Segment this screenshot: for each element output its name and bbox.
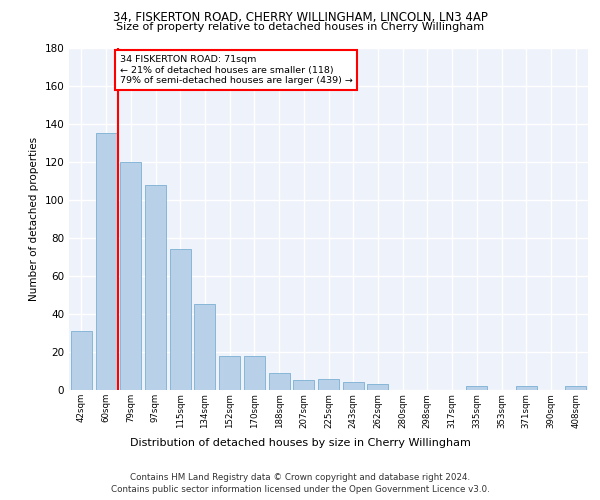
Bar [293,380,314,390]
Bar [71,331,92,390]
Bar [120,162,141,390]
Bar [565,386,586,390]
Bar [466,386,487,390]
Text: 34, FISKERTON ROAD, CHERRY WILLINGHAM, LINCOLN, LN3 4AP: 34, FISKERTON ROAD, CHERRY WILLINGHAM, L… [113,11,487,24]
Bar [343,382,364,390]
Text: Size of property relative to detached houses in Cherry Willingham: Size of property relative to detached ho… [116,22,484,32]
Bar [145,184,166,390]
Bar [269,373,290,390]
Bar [318,378,339,390]
Bar [194,304,215,390]
Y-axis label: Number of detached properties: Number of detached properties [29,136,39,301]
Bar [367,384,388,390]
Bar [170,249,191,390]
Text: Contains HM Land Registry data © Crown copyright and database right 2024.: Contains HM Land Registry data © Crown c… [130,472,470,482]
Bar [516,386,537,390]
Bar [95,133,116,390]
Text: Contains public sector information licensed under the Open Government Licence v3: Contains public sector information licen… [110,485,490,494]
Text: 34 FISKERTON ROAD: 71sqm
← 21% of detached houses are smaller (118)
79% of semi-: 34 FISKERTON ROAD: 71sqm ← 21% of detach… [119,55,353,85]
Bar [219,356,240,390]
Bar [244,356,265,390]
Text: Distribution of detached houses by size in Cherry Willingham: Distribution of detached houses by size … [130,438,470,448]
